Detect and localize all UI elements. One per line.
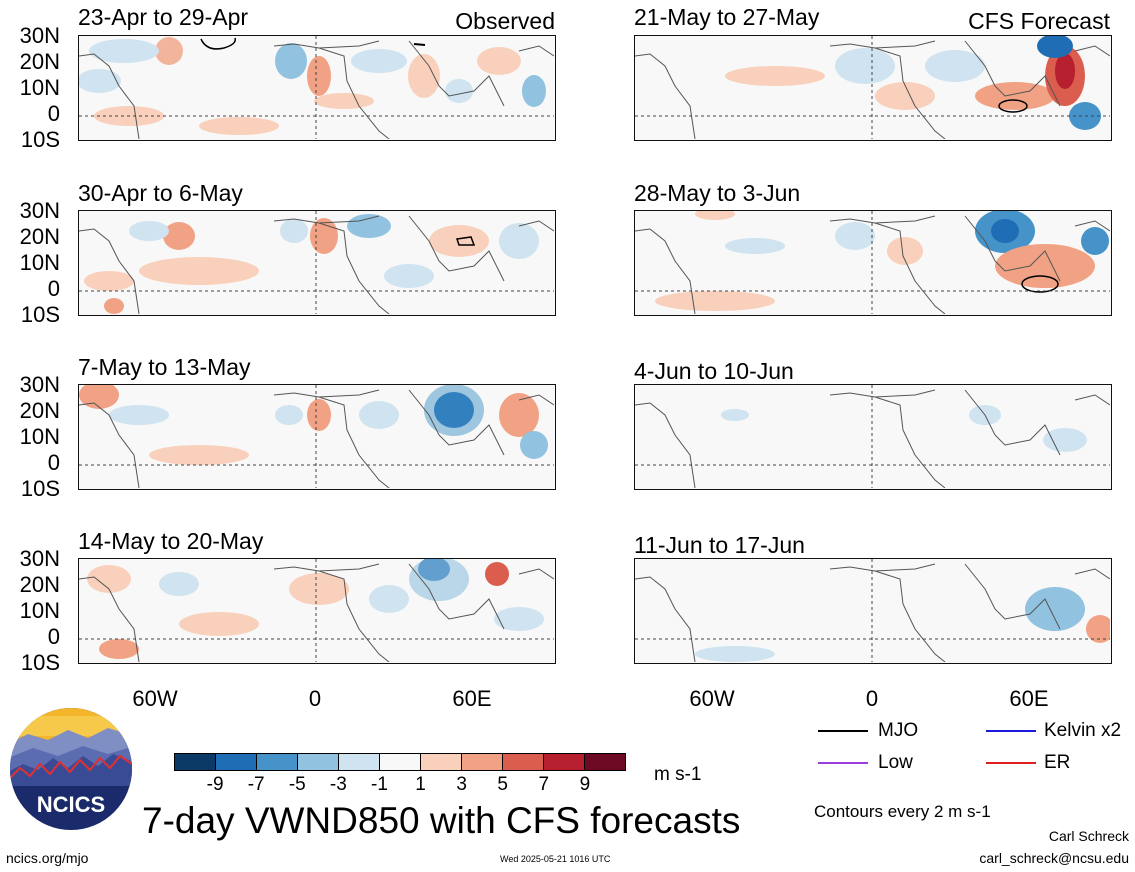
panel-title-4: 14-May to 20-May bbox=[78, 528, 264, 554]
cfs-forecast-tag: CFS Forecast bbox=[968, 8, 1110, 34]
legend-label-low: Low bbox=[878, 752, 913, 773]
lat-label: 0 bbox=[47, 276, 60, 301]
lat-label: 0 bbox=[47, 624, 60, 649]
legend-line-mjo bbox=[818, 730, 868, 732]
panel-title-2: 30-Apr to 6-May bbox=[78, 180, 243, 206]
map-panel-forecast-4 bbox=[634, 558, 1112, 664]
lat-label: 10S bbox=[20, 127, 60, 152]
colorbar-swatch bbox=[339, 754, 380, 770]
colorbar-units: m s-1 bbox=[654, 764, 702, 785]
lat-label: 20N bbox=[19, 572, 60, 597]
colorbar-tick-label: -5 bbox=[288, 774, 306, 795]
map-panel-forecast-3 bbox=[634, 384, 1112, 490]
logo-text: NCICS bbox=[37, 792, 105, 817]
panel-title-6: 28-May to 3-Jun bbox=[634, 180, 801, 206]
colorbar-tick-label: -7 bbox=[247, 774, 265, 795]
legend-line-kelvin bbox=[986, 730, 1036, 732]
colorbar-swatch bbox=[298, 754, 339, 770]
ncics-logo: NCICS bbox=[8, 706, 134, 832]
colorbar-swatch bbox=[585, 754, 625, 770]
lon-label-60w-left: 60W bbox=[132, 686, 178, 711]
lat-label: 30N bbox=[19, 23, 60, 48]
panel-title-5: 21-May to 27-May bbox=[634, 4, 820, 30]
map-panel-forecast-2 bbox=[634, 210, 1112, 316]
legend-label-mjo: MJO bbox=[878, 720, 919, 741]
colorbar-tick-label: 1 bbox=[415, 774, 426, 795]
lat-label: 10S bbox=[20, 302, 60, 327]
colorbar-swatch bbox=[380, 754, 421, 770]
panel-title-8: 11-Jun to 17-Jun bbox=[634, 532, 805, 558]
legend-line-er bbox=[986, 762, 1036, 764]
panel-title-1: 23-Apr to 29-Apr bbox=[78, 4, 249, 30]
colorbar-swatch bbox=[462, 754, 503, 770]
lat-label: 10N bbox=[19, 598, 60, 623]
colorbar-swatch bbox=[257, 754, 298, 770]
lon-label-0-left: 0 bbox=[308, 686, 322, 711]
colorbar-tick-label: 7 bbox=[538, 774, 550, 795]
lat-label: 10S bbox=[20, 650, 60, 675]
footer-timestamp: Wed 2025-05-21 1016 UTC bbox=[500, 854, 611, 864]
main-title: 7-day VWND850 with CFS forecasts bbox=[142, 800, 741, 841]
colorbar-swatch bbox=[544, 754, 585, 770]
lat-label: 20N bbox=[19, 224, 60, 249]
colorbar-swatch bbox=[175, 754, 216, 770]
lat-label: 10N bbox=[19, 424, 60, 449]
legend-label-er: ER bbox=[1044, 752, 1071, 773]
footer-email[interactable]: carl_schreck@ncsu.edu bbox=[979, 850, 1129, 866]
lat-label: 20N bbox=[19, 49, 60, 74]
colorbar-tick-label: -1 bbox=[371, 774, 388, 795]
panel-title-7: 4-Jun to 10-Jun bbox=[634, 358, 794, 384]
colorbar-tick-label: 9 bbox=[579, 774, 591, 795]
lon-label-0-right: 0 bbox=[865, 686, 879, 711]
lat-label: 30N bbox=[19, 372, 60, 397]
colorbar-swatch bbox=[421, 754, 462, 770]
colorbar-tick-label: -3 bbox=[329, 774, 347, 795]
lat-label: 10S bbox=[20, 476, 60, 501]
colorbar-tick-label: 5 bbox=[497, 774, 508, 795]
lat-label: 10N bbox=[19, 75, 60, 100]
lon-label-60e-right: 60E bbox=[1009, 686, 1049, 711]
footer-url[interactable]: ncics.org/mjo bbox=[6, 850, 89, 866]
lat-label: 0 bbox=[47, 450, 60, 475]
panel-title-3: 7-May to 13-May bbox=[78, 354, 251, 380]
map-panel-observed-3 bbox=[78, 384, 556, 490]
lat-label: 30N bbox=[19, 546, 60, 571]
lat-label: 10N bbox=[19, 250, 60, 275]
legend-line-low bbox=[818, 762, 868, 764]
lon-label-60w-right: 60W bbox=[689, 686, 735, 711]
lon-label-60e-left: 60E bbox=[452, 686, 492, 711]
observed-tag: Observed bbox=[455, 8, 555, 34]
colorbar-swatch bbox=[216, 754, 257, 770]
contours-note: Contours every 2 m s-1 bbox=[814, 802, 991, 821]
map-panel-observed-1 bbox=[78, 35, 556, 141]
colorbar-tick-label: -9 bbox=[206, 774, 224, 795]
map-panel-observed-4 bbox=[78, 558, 556, 664]
footer-author: Carl Schreck bbox=[1048, 828, 1129, 844]
map-panel-forecast-1 bbox=[634, 35, 1112, 141]
colorbar-swatch bbox=[503, 754, 544, 770]
map-panel-observed-2 bbox=[78, 210, 556, 316]
colorbar-tick-label: 3 bbox=[456, 774, 467, 795]
lat-label: 30N bbox=[19, 198, 60, 223]
colorbar bbox=[174, 753, 626, 771]
lat-label: 0 bbox=[47, 101, 60, 126]
legend-label-kelvin: Kelvin x2 bbox=[1044, 720, 1122, 741]
lat-label: 20N bbox=[19, 398, 60, 423]
